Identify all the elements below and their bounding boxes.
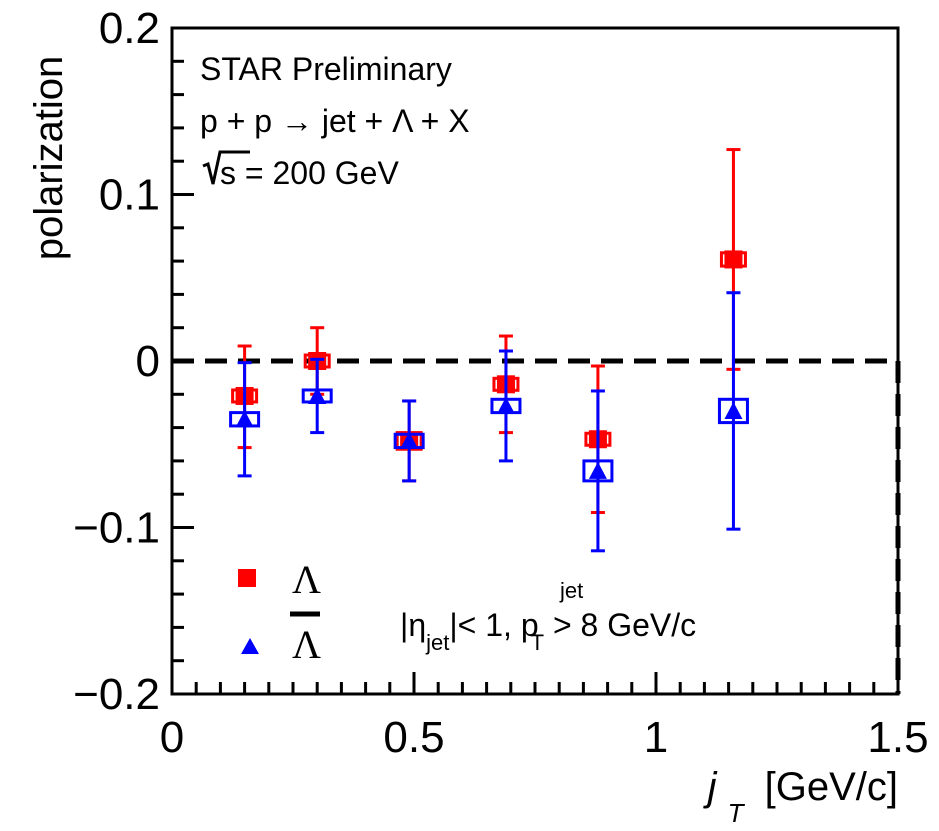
x-tick-label: 0.5 bbox=[383, 713, 444, 762]
axis-ticks bbox=[170, 26, 900, 696]
cuts-pt-sup: jet bbox=[559, 578, 583, 603]
experiment-label: STAR Preliminary bbox=[200, 51, 452, 87]
y-tick-label: −0.2 bbox=[73, 670, 160, 719]
y-axis-title: polarization bbox=[27, 56, 71, 261]
y-tick-label: 0.1 bbox=[99, 171, 160, 220]
x-axis-title: j T [GeV/c] bbox=[703, 765, 898, 831]
data-point-triangle bbox=[308, 386, 327, 404]
data-point-triangle bbox=[496, 396, 515, 414]
x-tick-label: 0 bbox=[160, 713, 184, 762]
data-point-square bbox=[724, 250, 743, 269]
legend-lambda-label: Λ bbox=[292, 557, 321, 602]
sys-box bbox=[582, 459, 614, 483]
x-axis-unit: [GeV/c] bbox=[765, 765, 898, 809]
x-tick-label: 1.5 bbox=[867, 713, 928, 762]
cuts-label: |ηjet|< 1, pT > 8 GeV/c bbox=[400, 607, 696, 655]
energy-sqrt-arg: s bbox=[220, 155, 236, 191]
legend-antilambda-marker bbox=[241, 638, 259, 654]
cuts-pt-sub: T bbox=[531, 630, 544, 655]
tick-labels: 0 0.5 1 1.5 −0.2 −0.1 0 0.1 0.2 bbox=[73, 4, 928, 762]
svg-text:s = 200 GeV: s = 200 GeV bbox=[220, 155, 399, 191]
legend-antilambda-label: Λ bbox=[292, 622, 321, 667]
series-lambda bbox=[231, 148, 747, 515]
legend: Λ Λ bbox=[238, 557, 321, 667]
y-tick-label: −0.1 bbox=[73, 504, 160, 553]
y-tick-label: 0 bbox=[136, 337, 160, 386]
cuts-end: > 8 GeV/c bbox=[544, 607, 696, 643]
x-tick-label: 1 bbox=[644, 713, 668, 762]
energy-label: s = 200 GeV bbox=[202, 150, 399, 191]
cuts-eta-sub: jet bbox=[425, 630, 449, 655]
data-series bbox=[229, 148, 749, 553]
data-point-triangle bbox=[588, 461, 607, 479]
data-point-triangle bbox=[400, 431, 419, 449]
y-tick-label: 0.2 bbox=[99, 4, 160, 53]
x-axis-var-sub: T bbox=[728, 798, 746, 828]
legend-lambda-marker bbox=[238, 569, 256, 587]
energy-value: = 200 GeV bbox=[236, 155, 399, 191]
process-label: p + p → jet + Λ + X bbox=[200, 103, 470, 139]
data-point-triangle bbox=[724, 401, 743, 419]
x-axis-var: j bbox=[703, 765, 718, 809]
sys-box bbox=[717, 397, 749, 425]
cuts-eta: |η bbox=[400, 607, 426, 643]
data-point-triangle bbox=[235, 410, 254, 428]
series-antilambda bbox=[229, 291, 749, 553]
cuts-mid: |< 1, p bbox=[449, 607, 538, 643]
sqrt-symbol-icon bbox=[202, 150, 250, 185]
